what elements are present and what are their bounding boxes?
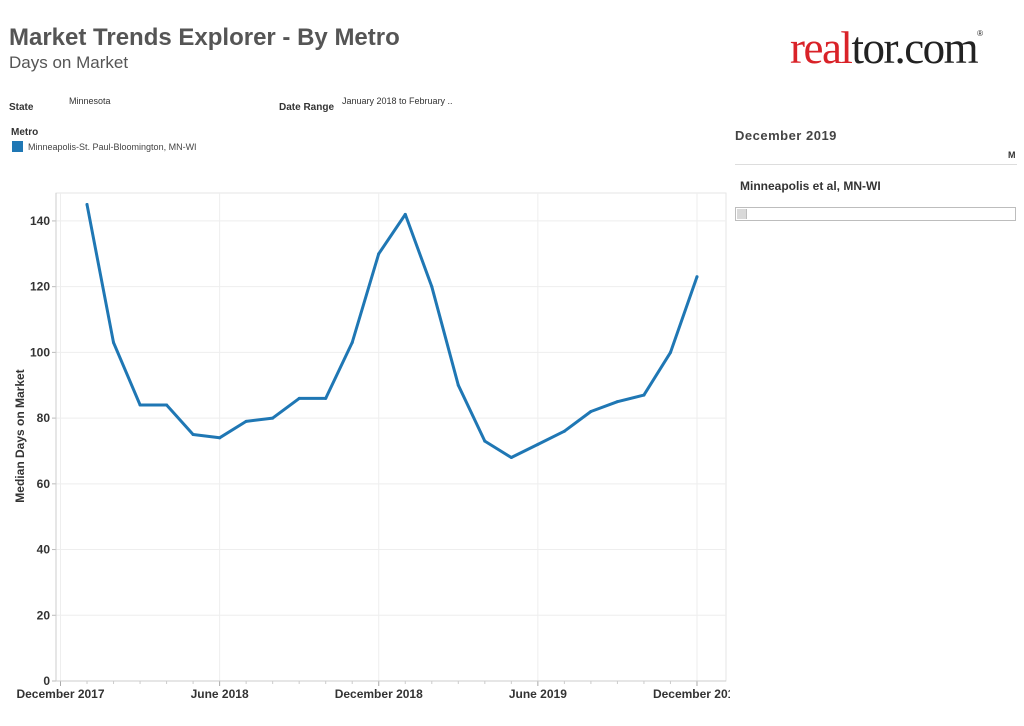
registered-mark: ®: [977, 29, 984, 38]
tooltip-metro-name: Minneapolis et al, MN-WI: [740, 179, 881, 193]
data-point[interactable]: [218, 436, 222, 440]
data-point[interactable]: [695, 275, 699, 279]
metro-legend-title: Metro: [11, 127, 39, 138]
data-point[interactable]: [456, 383, 460, 387]
legend-swatch[interactable]: [12, 141, 23, 152]
data-point[interactable]: [191, 433, 195, 437]
y-axis-label: Median Days on Market: [13, 369, 27, 502]
data-point[interactable]: [430, 285, 434, 289]
page-title: Market Trends Explorer - By Metro: [9, 24, 400, 51]
data-point[interactable]: [509, 456, 513, 460]
data-point[interactable]: [350, 341, 354, 345]
realtor-logo[interactable]: realtor.com®: [790, 26, 983, 71]
data-point[interactable]: [536, 442, 540, 446]
horizontal-scrollbar[interactable]: [735, 207, 1016, 221]
plot-area-border: [55, 192, 727, 682]
data-point[interactable]: [377, 252, 381, 256]
state-filter-value[interactable]: Minnesota: [69, 96, 111, 106]
y-tick-label: 60: [37, 477, 51, 491]
state-filter-label: State: [9, 102, 34, 113]
days-on-market-line-chart: Median Days on Market 0 20 40 60 80 100 120 140…: [13, 192, 730, 701]
y-tick-label: 120: [30, 280, 50, 294]
panel-divider: [735, 164, 1017, 165]
data-point[interactable]: [271, 416, 275, 420]
data-point[interactable]: [642, 393, 646, 397]
data-point[interactable]: [244, 419, 248, 423]
x-tick-label: June 2019: [509, 687, 567, 701]
logo-text-dark: tor.com: [851, 23, 978, 73]
data-point[interactable]: [589, 410, 593, 414]
data-point[interactable]: [615, 400, 619, 404]
data-point[interactable]: [112, 341, 116, 345]
x-tick-label: December 2018: [335, 687, 423, 701]
data-point[interactable]: [483, 439, 487, 443]
x-tick-label: December 2017: [16, 687, 104, 701]
x-tick-label: December 2019: [653, 687, 730, 701]
logo-text-red: real: [790, 23, 853, 73]
scrollbar-thumb[interactable]: [737, 209, 747, 219]
legend-item-label[interactable]: Minneapolis-St. Paul-Bloomington, MN-WI: [28, 142, 197, 152]
y-tick-label: 0: [43, 674, 50, 688]
y-tick-label: 140: [30, 214, 50, 228]
page-subtitle: Days on Market: [9, 53, 129, 72]
y-tick-label: 20: [37, 608, 51, 622]
y-tick-label: 40: [37, 543, 51, 557]
data-point[interactable]: [297, 396, 301, 400]
x-tick-label: June 2018: [191, 687, 249, 701]
y-tick-label: 80: [37, 411, 51, 425]
data-point[interactable]: [668, 350, 672, 354]
date-range-filter-label: Date Range: [279, 102, 335, 113]
series-line: [85, 203, 699, 459]
date-range-filter-value[interactable]: January 2018 to February ..: [342, 96, 453, 106]
data-point[interactable]: [165, 403, 169, 407]
tooltip-date: December 2019: [735, 128, 837, 143]
data-point[interactable]: [138, 403, 142, 407]
data-point[interactable]: [324, 396, 328, 400]
data-point[interactable]: [85, 203, 89, 207]
panel-clipped-text: M: [1008, 150, 1016, 160]
data-point[interactable]: [403, 212, 407, 216]
y-tick-label: 100: [30, 345, 50, 359]
data-point[interactable]: [562, 429, 566, 433]
